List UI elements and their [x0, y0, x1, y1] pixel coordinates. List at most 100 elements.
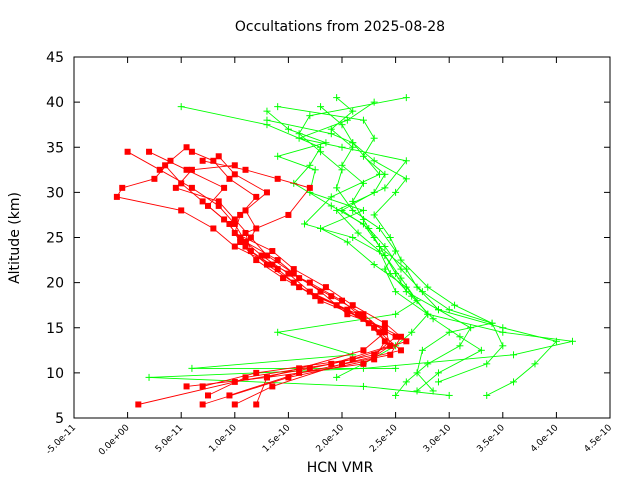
series-line	[320, 106, 504, 383]
data-point-square	[387, 351, 394, 358]
data-point-square	[312, 293, 319, 300]
data-point-square	[263, 261, 270, 268]
data-point-plus	[392, 188, 400, 196]
data-point-square	[215, 153, 222, 160]
data-point-square	[392, 333, 399, 340]
data-point-plus	[413, 283, 421, 291]
data-point-square	[397, 347, 404, 354]
y-tick-label: 20	[46, 276, 64, 292]
data-point-plus	[392, 364, 400, 372]
data-point-square	[381, 329, 388, 336]
data-point-plus	[488, 319, 496, 327]
data-point-plus	[418, 346, 426, 354]
data-point-plus	[552, 337, 560, 345]
data-point-plus	[477, 346, 485, 354]
data-point-plus	[370, 261, 378, 269]
data-point-plus	[434, 369, 442, 377]
data-point-plus	[483, 360, 491, 368]
data-point-square	[360, 311, 367, 318]
data-point-plus	[434, 306, 442, 314]
data-point-plus	[402, 378, 410, 386]
data-point-plus	[499, 342, 507, 350]
data-point-square	[237, 211, 244, 218]
data-point-plus	[413, 387, 421, 395]
data-point-plus	[317, 224, 325, 232]
data-point-square	[231, 162, 238, 169]
data-point-square	[188, 184, 195, 191]
data-point-plus	[327, 130, 335, 138]
data-point-square	[167, 157, 174, 164]
data-point-plus	[392, 310, 400, 318]
data-point-square	[205, 392, 211, 399]
data-point-plus	[386, 234, 394, 241]
data-point-plus	[333, 206, 341, 214]
data-point-square	[183, 383, 190, 390]
data-point-square	[317, 288, 324, 295]
y-tick-label: 35	[46, 140, 64, 156]
data-point-plus	[397, 265, 405, 273]
data-point-plus	[386, 270, 394, 278]
data-point-square	[360, 347, 367, 354]
data-point-square	[162, 162, 169, 169]
data-point-square	[199, 383, 206, 390]
data-point-square	[221, 184, 228, 191]
data-point-plus	[429, 387, 437, 395]
data-point-square	[258, 252, 265, 259]
data-point-plus	[349, 139, 357, 147]
data-point-square	[263, 189, 270, 196]
data-point-plus	[359, 220, 367, 228]
data-point-plus	[177, 103, 185, 111]
data-point-plus	[424, 283, 432, 291]
data-point-square	[285, 270, 292, 277]
data-point-square	[237, 234, 244, 241]
data-point-plus	[568, 337, 576, 345]
x-axis-label: HCN VMR	[307, 460, 374, 476]
data-point-plus	[317, 143, 325, 151]
data-point-square	[146, 148, 153, 155]
data-point-square	[151, 175, 158, 182]
data-point-square	[296, 284, 303, 291]
x-tick-label: 2.5e-10	[368, 423, 400, 455]
plot-series-layer	[113, 94, 576, 408]
data-point-square	[365, 320, 372, 327]
data-point-square	[269, 383, 276, 390]
x-tick-label: 5.0e-11	[154, 423, 186, 455]
data-point-plus	[370, 157, 378, 165]
data-point-square	[263, 252, 270, 259]
data-point-square	[360, 315, 367, 322]
data-point-plus	[402, 175, 410, 183]
data-point-square	[210, 157, 217, 164]
data-point-square	[285, 211, 292, 218]
data-point-square	[231, 243, 238, 250]
data-point-plus	[359, 116, 367, 124]
data-point-square	[226, 175, 233, 182]
data-point-plus	[397, 256, 405, 264]
data-point-plus	[392, 288, 400, 296]
data-point-plus	[370, 211, 378, 219]
data-point-square	[290, 266, 297, 273]
data-point-square	[253, 257, 260, 264]
data-point-square	[231, 220, 238, 227]
x-tick-label: 2.0e-10	[315, 423, 347, 455]
data-point-square	[381, 338, 388, 345]
data-point-plus	[333, 373, 341, 381]
data-point-plus	[402, 283, 410, 291]
data-point-plus	[392, 391, 400, 399]
data-point-square	[339, 297, 345, 304]
data-point-square	[381, 320, 388, 327]
data-point-plus	[402, 94, 410, 102]
data-point-square	[242, 229, 249, 236]
data-point-plus	[349, 234, 357, 241]
data-point-plus	[499, 324, 507, 332]
data-point-plus	[263, 116, 271, 124]
data-point-square	[317, 297, 324, 304]
data-point-square	[215, 202, 222, 209]
data-point-square	[178, 180, 185, 187]
data-point-square	[226, 220, 233, 227]
data-point-square	[306, 279, 313, 286]
data-point-square	[349, 302, 356, 309]
data-point-square	[274, 175, 281, 182]
data-point-square	[360, 360, 367, 367]
x-tick-label: 1.5e-10	[261, 423, 293, 455]
data-point-square	[371, 351, 378, 358]
